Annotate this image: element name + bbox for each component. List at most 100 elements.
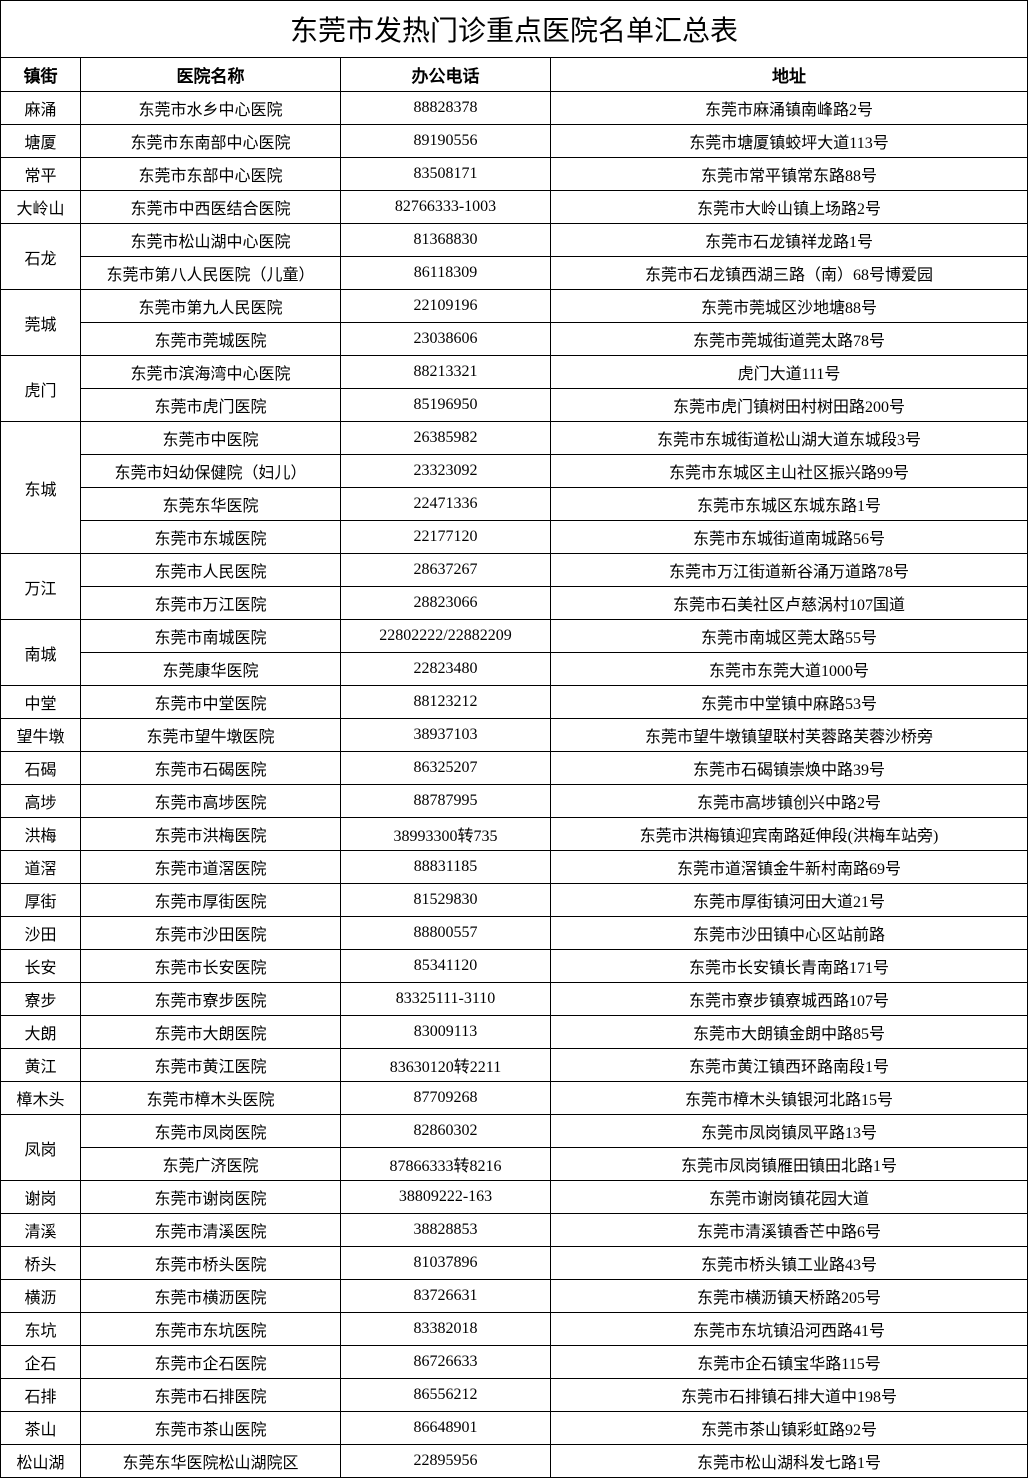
table-row: 东莞市虎门医院85196950东莞市虎门镇树田村树田路200号	[1, 389, 1028, 422]
cell-phone: 22802222/22882209	[341, 620, 551, 653]
cell-phone: 86325207	[341, 752, 551, 785]
cell-address: 东莞市谢岗镇花园大道	[551, 1181, 1028, 1214]
cell-town: 南城	[1, 620, 81, 686]
cell-town: 企石	[1, 1346, 81, 1379]
cell-town: 樟木头	[1, 1082, 81, 1115]
cell-phone: 86556212	[341, 1379, 551, 1412]
cell-phone: 81529830	[341, 884, 551, 917]
cell-hospital: 东莞市高埗医院	[81, 785, 341, 818]
cell-hospital: 东莞市沙田医院	[81, 917, 341, 950]
table-row: 黄江东莞市黄江医院83630120转2211东莞市黄江镇西环路南段1号	[1, 1049, 1028, 1082]
cell-hospital: 东莞市中堂医院	[81, 686, 341, 719]
table-row: 石龙东莞市松山湖中心医院81368830东莞市石龙镇祥龙路1号	[1, 224, 1028, 257]
table-row: 樟木头东莞市樟木头医院87709268东莞市樟木头镇银河北路15号	[1, 1082, 1028, 1115]
table-row: 中堂东莞市中堂医院88123212东莞市中堂镇中麻路53号	[1, 686, 1028, 719]
cell-address: 东莞市企石镇宝华路115号	[551, 1346, 1028, 1379]
cell-town: 洪梅	[1, 818, 81, 851]
document-container: 东莞市发热门诊重点医院名单汇总表 镇街 医院名称 办公电话 地址 麻涌东莞市水乡…	[0, 0, 1028, 1478]
cell-town: 沙田	[1, 917, 81, 950]
cell-phone: 87709268	[341, 1082, 551, 1115]
header-phone: 办公电话	[341, 58, 551, 92]
cell-address: 东莞市石龙镇西湖三路（南）68号博爱园	[551, 257, 1028, 290]
cell-phone: 83009113	[341, 1016, 551, 1049]
cell-hospital: 东莞市长安医院	[81, 950, 341, 983]
cell-phone: 28637267	[341, 554, 551, 587]
table-row: 麻涌东莞市水乡中心医院88828378东莞市麻涌镇南峰路2号	[1, 92, 1028, 125]
cell-address: 东莞市莞城区沙地塘88号	[551, 290, 1028, 323]
table-row: 东城东莞市中医院26385982东莞市东城街道松山湖大道东城段3号	[1, 422, 1028, 455]
table-row: 寮步东莞市寮步医院83325111-3110东莞市寮步镇寮城西路107号	[1, 983, 1028, 1016]
cell-hospital: 东莞市洪梅医院	[81, 818, 341, 851]
cell-hospital: 东莞广济医院	[81, 1148, 341, 1181]
cell-address: 东莞市中堂镇中麻路53号	[551, 686, 1028, 719]
cell-hospital: 东莞市滨海湾中心医院	[81, 356, 341, 389]
table-row: 清溪东莞市清溪医院38828853东莞市清溪镇香芒中路6号	[1, 1214, 1028, 1247]
cell-town: 厚街	[1, 884, 81, 917]
cell-address: 东莞市大朗镇金朗中路85号	[551, 1016, 1028, 1049]
document-title: 东莞市发热门诊重点医院名单汇总表	[0, 0, 1028, 57]
cell-address: 东莞市石排镇石排大道中198号	[551, 1379, 1028, 1412]
cell-hospital: 东莞东华医院	[81, 488, 341, 521]
cell-town: 道滘	[1, 851, 81, 884]
cell-phone: 81368830	[341, 224, 551, 257]
cell-phone: 22109196	[341, 290, 551, 323]
cell-phone: 22823480	[341, 653, 551, 686]
cell-address: 东莞市黄江镇西环路南段1号	[551, 1049, 1028, 1082]
table-row: 石碣东莞市石碣医院86325207东莞市石碣镇崇焕中路39号	[1, 752, 1028, 785]
header-address: 地址	[551, 58, 1028, 92]
cell-phone: 85341120	[341, 950, 551, 983]
cell-town: 谢岗	[1, 1181, 81, 1214]
cell-hospital: 东莞市厚街医院	[81, 884, 341, 917]
cell-hospital: 东莞康华医院	[81, 653, 341, 686]
cell-address: 东莞市石美社区卢慈涡村107国道	[551, 587, 1028, 620]
cell-hospital: 东莞市黄江医院	[81, 1049, 341, 1082]
table-row: 高埗东莞市高埗医院88787995东莞市高埗镇创兴中路2号	[1, 785, 1028, 818]
cell-address: 东莞市长安镇长青南路171号	[551, 950, 1028, 983]
cell-address: 东莞市东莞大道1000号	[551, 653, 1028, 686]
cell-hospital: 东莞市人民医院	[81, 554, 341, 587]
cell-address: 东莞市塘厦镇蛟坪大道113号	[551, 125, 1028, 158]
table-row: 大岭山东莞市中西医结合医院82766333-1003东莞市大岭山镇上场路2号	[1, 191, 1028, 224]
cell-phone: 22895956	[341, 1445, 551, 1478]
table-row: 望牛墩东莞市望牛墩医院38937103东莞市望牛墩镇望联村芙蓉路芙蓉沙桥旁	[1, 719, 1028, 752]
cell-town: 大岭山	[1, 191, 81, 224]
cell-hospital: 东莞市东坑医院	[81, 1313, 341, 1346]
cell-address: 东莞市南城区莞太路55号	[551, 620, 1028, 653]
cell-town: 清溪	[1, 1214, 81, 1247]
cell-hospital: 东莞市茶山医院	[81, 1412, 341, 1445]
cell-phone: 88123212	[341, 686, 551, 719]
cell-address: 东莞市洪梅镇迎宾南路延伸段(洪梅车站旁)	[551, 818, 1028, 851]
header-row: 镇街 医院名称 办公电话 地址	[1, 58, 1028, 92]
cell-address: 东莞市虎门镇树田村树田路200号	[551, 389, 1028, 422]
cell-town: 东城	[1, 422, 81, 554]
cell-address: 东莞市凤岗镇雁田镇田北路1号	[551, 1148, 1028, 1181]
table-row: 东莞市第八人民医院（儿童）86118309东莞市石龙镇西湖三路（南）68号博爱园	[1, 257, 1028, 290]
cell-phone: 83726631	[341, 1280, 551, 1313]
cell-town: 茶山	[1, 1412, 81, 1445]
cell-address: 东莞市樟木头镇银河北路15号	[551, 1082, 1028, 1115]
cell-address: 东莞市石龙镇祥龙路1号	[551, 224, 1028, 257]
cell-address: 东莞市厚街镇河田大道21号	[551, 884, 1028, 917]
cell-address: 东莞市莞城街道莞太路78号	[551, 323, 1028, 356]
cell-address: 东莞市沙田镇中心区站前路	[551, 917, 1028, 950]
cell-address: 东莞市清溪镇香芒中路6号	[551, 1214, 1028, 1247]
cell-hospital: 东莞市虎门医院	[81, 389, 341, 422]
cell-town: 塘厦	[1, 125, 81, 158]
cell-town: 石碣	[1, 752, 81, 785]
cell-town: 松山湖	[1, 1445, 81, 1478]
cell-phone: 22471336	[341, 488, 551, 521]
cell-address: 东莞市万江街道新谷涌万道路78号	[551, 554, 1028, 587]
cell-hospital: 东莞市第九人民医院	[81, 290, 341, 323]
cell-hospital: 东莞市谢岗医院	[81, 1181, 341, 1214]
header-town: 镇街	[1, 58, 81, 92]
cell-hospital: 东莞市第八人民医院（儿童）	[81, 257, 341, 290]
cell-hospital: 东莞市东南部中心医院	[81, 125, 341, 158]
table-row: 东莞康华医院22823480东莞市东莞大道1000号	[1, 653, 1028, 686]
cell-hospital: 东莞市企石医院	[81, 1346, 341, 1379]
cell-address: 东莞市东城街道南城路56号	[551, 521, 1028, 554]
table-body: 麻涌东莞市水乡中心医院88828378东莞市麻涌镇南峰路2号塘厦东莞市东南部中心…	[1, 92, 1028, 1478]
cell-address: 东莞市凤岗镇凤平路13号	[551, 1115, 1028, 1148]
table-row: 大朗东莞市大朗医院83009113东莞市大朗镇金朗中路85号	[1, 1016, 1028, 1049]
cell-hospital: 东莞市中西医结合医院	[81, 191, 341, 224]
table-row: 厚街东莞市厚街医院81529830东莞市厚街镇河田大道21号	[1, 884, 1028, 917]
